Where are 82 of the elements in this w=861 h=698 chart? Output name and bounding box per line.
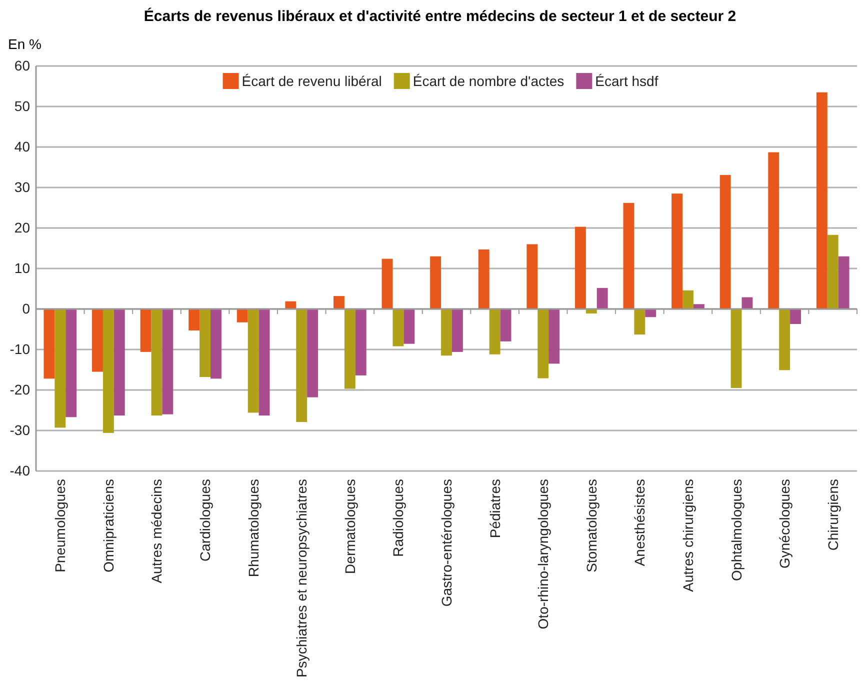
bar xyxy=(500,309,512,342)
bar xyxy=(44,309,55,379)
legend-label: Écart de revenu libéral xyxy=(242,73,382,89)
bar xyxy=(236,309,248,322)
bar xyxy=(768,152,780,309)
x-tick-label: Rhumatologues xyxy=(245,479,262,578)
bar xyxy=(404,309,415,344)
x-tick-label: Chirurgiens xyxy=(824,479,841,551)
bar xyxy=(162,309,174,414)
bar xyxy=(478,249,490,309)
x-tick-label: Anesthésistes xyxy=(632,479,648,566)
x-tick-label: Psychiatres et neuropsychiatres xyxy=(294,479,310,678)
bar xyxy=(430,256,442,309)
bar xyxy=(248,309,259,413)
bar xyxy=(307,309,318,398)
bar xyxy=(526,244,538,309)
bar xyxy=(114,309,125,416)
bar xyxy=(548,309,560,364)
bar xyxy=(623,202,634,309)
bar xyxy=(838,256,850,309)
y-tick-label: -20 xyxy=(10,381,30,398)
bar xyxy=(355,309,366,376)
x-tick-label: Pneumologues xyxy=(52,479,68,572)
bar xyxy=(538,309,549,378)
y-axis-title: En % xyxy=(8,36,42,52)
bar xyxy=(258,309,270,416)
bar xyxy=(66,309,77,418)
bar xyxy=(634,309,646,335)
bar xyxy=(452,309,463,352)
legend-label: Écart de nombre d'actes xyxy=(412,73,564,89)
x-tick-label: Dermatologues xyxy=(342,479,358,574)
x-tick-label: Autres médecins xyxy=(148,479,165,584)
y-tick-label: -30 xyxy=(10,422,30,438)
bar xyxy=(285,301,296,309)
bar xyxy=(188,309,200,330)
bar xyxy=(693,304,704,309)
bar xyxy=(296,309,308,422)
bar xyxy=(200,309,211,378)
y-tick-label: -10 xyxy=(10,340,30,357)
bar xyxy=(790,309,801,324)
x-tick-label: Radiologues xyxy=(390,479,406,557)
bar xyxy=(210,309,222,379)
x-tick-label: Omnipraticiens xyxy=(100,479,116,572)
bar xyxy=(827,234,838,309)
bar xyxy=(672,194,682,309)
chart-title: Écarts de revenus libéraux et d'activité entre médecins de secteur 1 et de secteur 2 xyxy=(144,7,736,25)
bar xyxy=(54,309,66,428)
y-tick-label: 20 xyxy=(14,219,30,236)
y-tick-label: -40 xyxy=(10,462,30,478)
bar xyxy=(816,92,828,309)
x-tick-label: Autres chirurgiens xyxy=(680,479,696,592)
x-tick-label: Pédiatres xyxy=(486,479,503,538)
bar xyxy=(720,174,731,309)
x-tick-label: Gastro-entérologues xyxy=(438,479,454,607)
y-tick-label: 50 xyxy=(14,98,30,114)
x-tick-label: Cardiologues xyxy=(197,479,214,562)
bar xyxy=(596,288,608,309)
x-tick-label: Oto-rhino-laryngologues xyxy=(535,479,552,630)
legend-label: Écart hsdf xyxy=(595,73,658,89)
bar xyxy=(682,290,694,309)
bar xyxy=(92,309,103,372)
bar xyxy=(140,309,152,352)
bar xyxy=(344,309,356,389)
x-tick-label: Stomatologues xyxy=(583,479,600,572)
y-tick-label: 40 xyxy=(14,138,30,154)
bar xyxy=(382,258,393,309)
bar xyxy=(333,296,344,309)
y-tick-label: 10 xyxy=(14,260,30,276)
bar xyxy=(742,297,753,309)
bar xyxy=(489,309,500,354)
bar xyxy=(574,226,586,309)
bar xyxy=(392,309,404,346)
bar xyxy=(441,309,452,356)
bar xyxy=(779,309,790,370)
x-tick-label: Ophtalmologues xyxy=(728,479,744,581)
y-tick-label: 60 xyxy=(14,57,30,74)
y-tick-label: 0 xyxy=(22,300,30,316)
bar xyxy=(151,309,162,416)
x-tick-label: Gynécologues xyxy=(776,479,793,569)
bar xyxy=(102,309,114,433)
y-tick-label: 30 xyxy=(14,178,30,195)
bar xyxy=(730,309,742,388)
